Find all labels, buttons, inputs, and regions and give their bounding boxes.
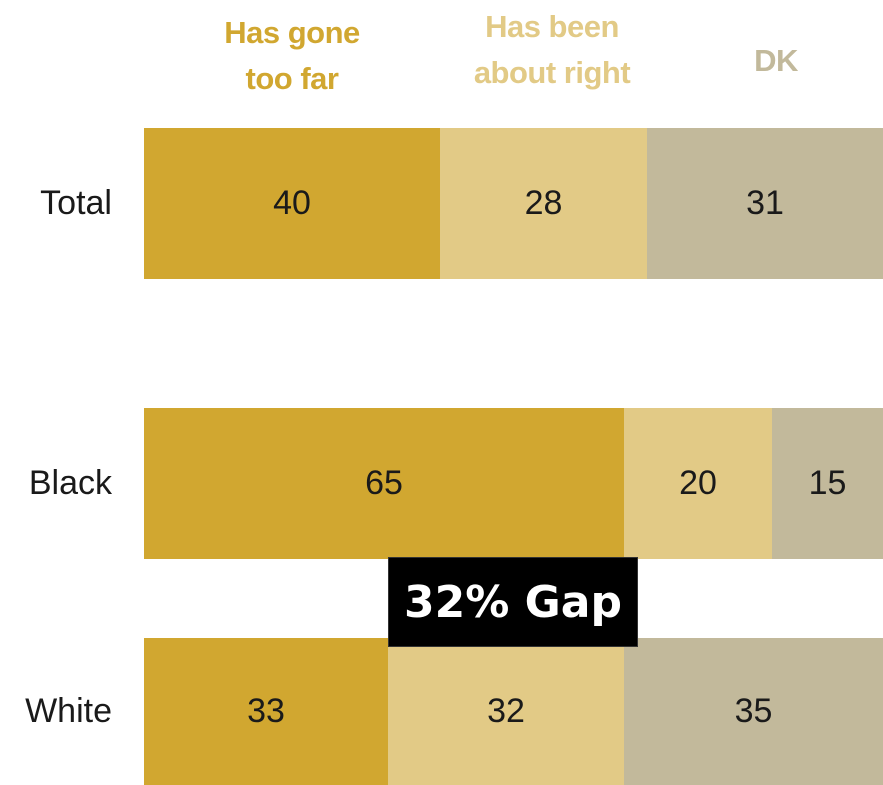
bar-total-series-2: 28 bbox=[440, 128, 647, 279]
bar-black-series-1: 65 bbox=[144, 408, 624, 559]
bar-total-series-1: 40 bbox=[144, 128, 440, 279]
bar-value-label: 35 bbox=[734, 692, 773, 730]
bar-value-label: 33 bbox=[247, 692, 285, 730]
row-label-white: White bbox=[25, 691, 112, 730]
row-label-black: Black bbox=[28, 463, 112, 502]
bar-value-label: 20 bbox=[679, 464, 717, 502]
legend-label-3: DK bbox=[754, 43, 798, 78]
gap-annotation: 32% Gap bbox=[389, 558, 637, 646]
bar-total-series-3: 31 bbox=[647, 128, 883, 279]
bar-black-series-2: 20 bbox=[624, 408, 772, 559]
bar-white-series-1: 33 bbox=[144, 638, 388, 785]
bar-black-series-3: 15 bbox=[772, 408, 883, 559]
bar-value-label: 32 bbox=[487, 692, 525, 730]
bar-value-label: 40 bbox=[273, 184, 311, 222]
bar-white-series-2: 32 bbox=[388, 638, 624, 785]
bar-value-label: 15 bbox=[808, 464, 847, 502]
legend-label-1: Has gone too far bbox=[224, 15, 360, 96]
bar-value-label: 31 bbox=[746, 184, 784, 222]
row-label-total: Total bbox=[40, 183, 112, 222]
bar-value-label: 28 bbox=[524, 184, 563, 222]
legend-label-2: Has been about right bbox=[473, 9, 631, 90]
bar-value-label: 65 bbox=[365, 464, 403, 502]
bar-white-series-3: 35 bbox=[624, 638, 883, 785]
